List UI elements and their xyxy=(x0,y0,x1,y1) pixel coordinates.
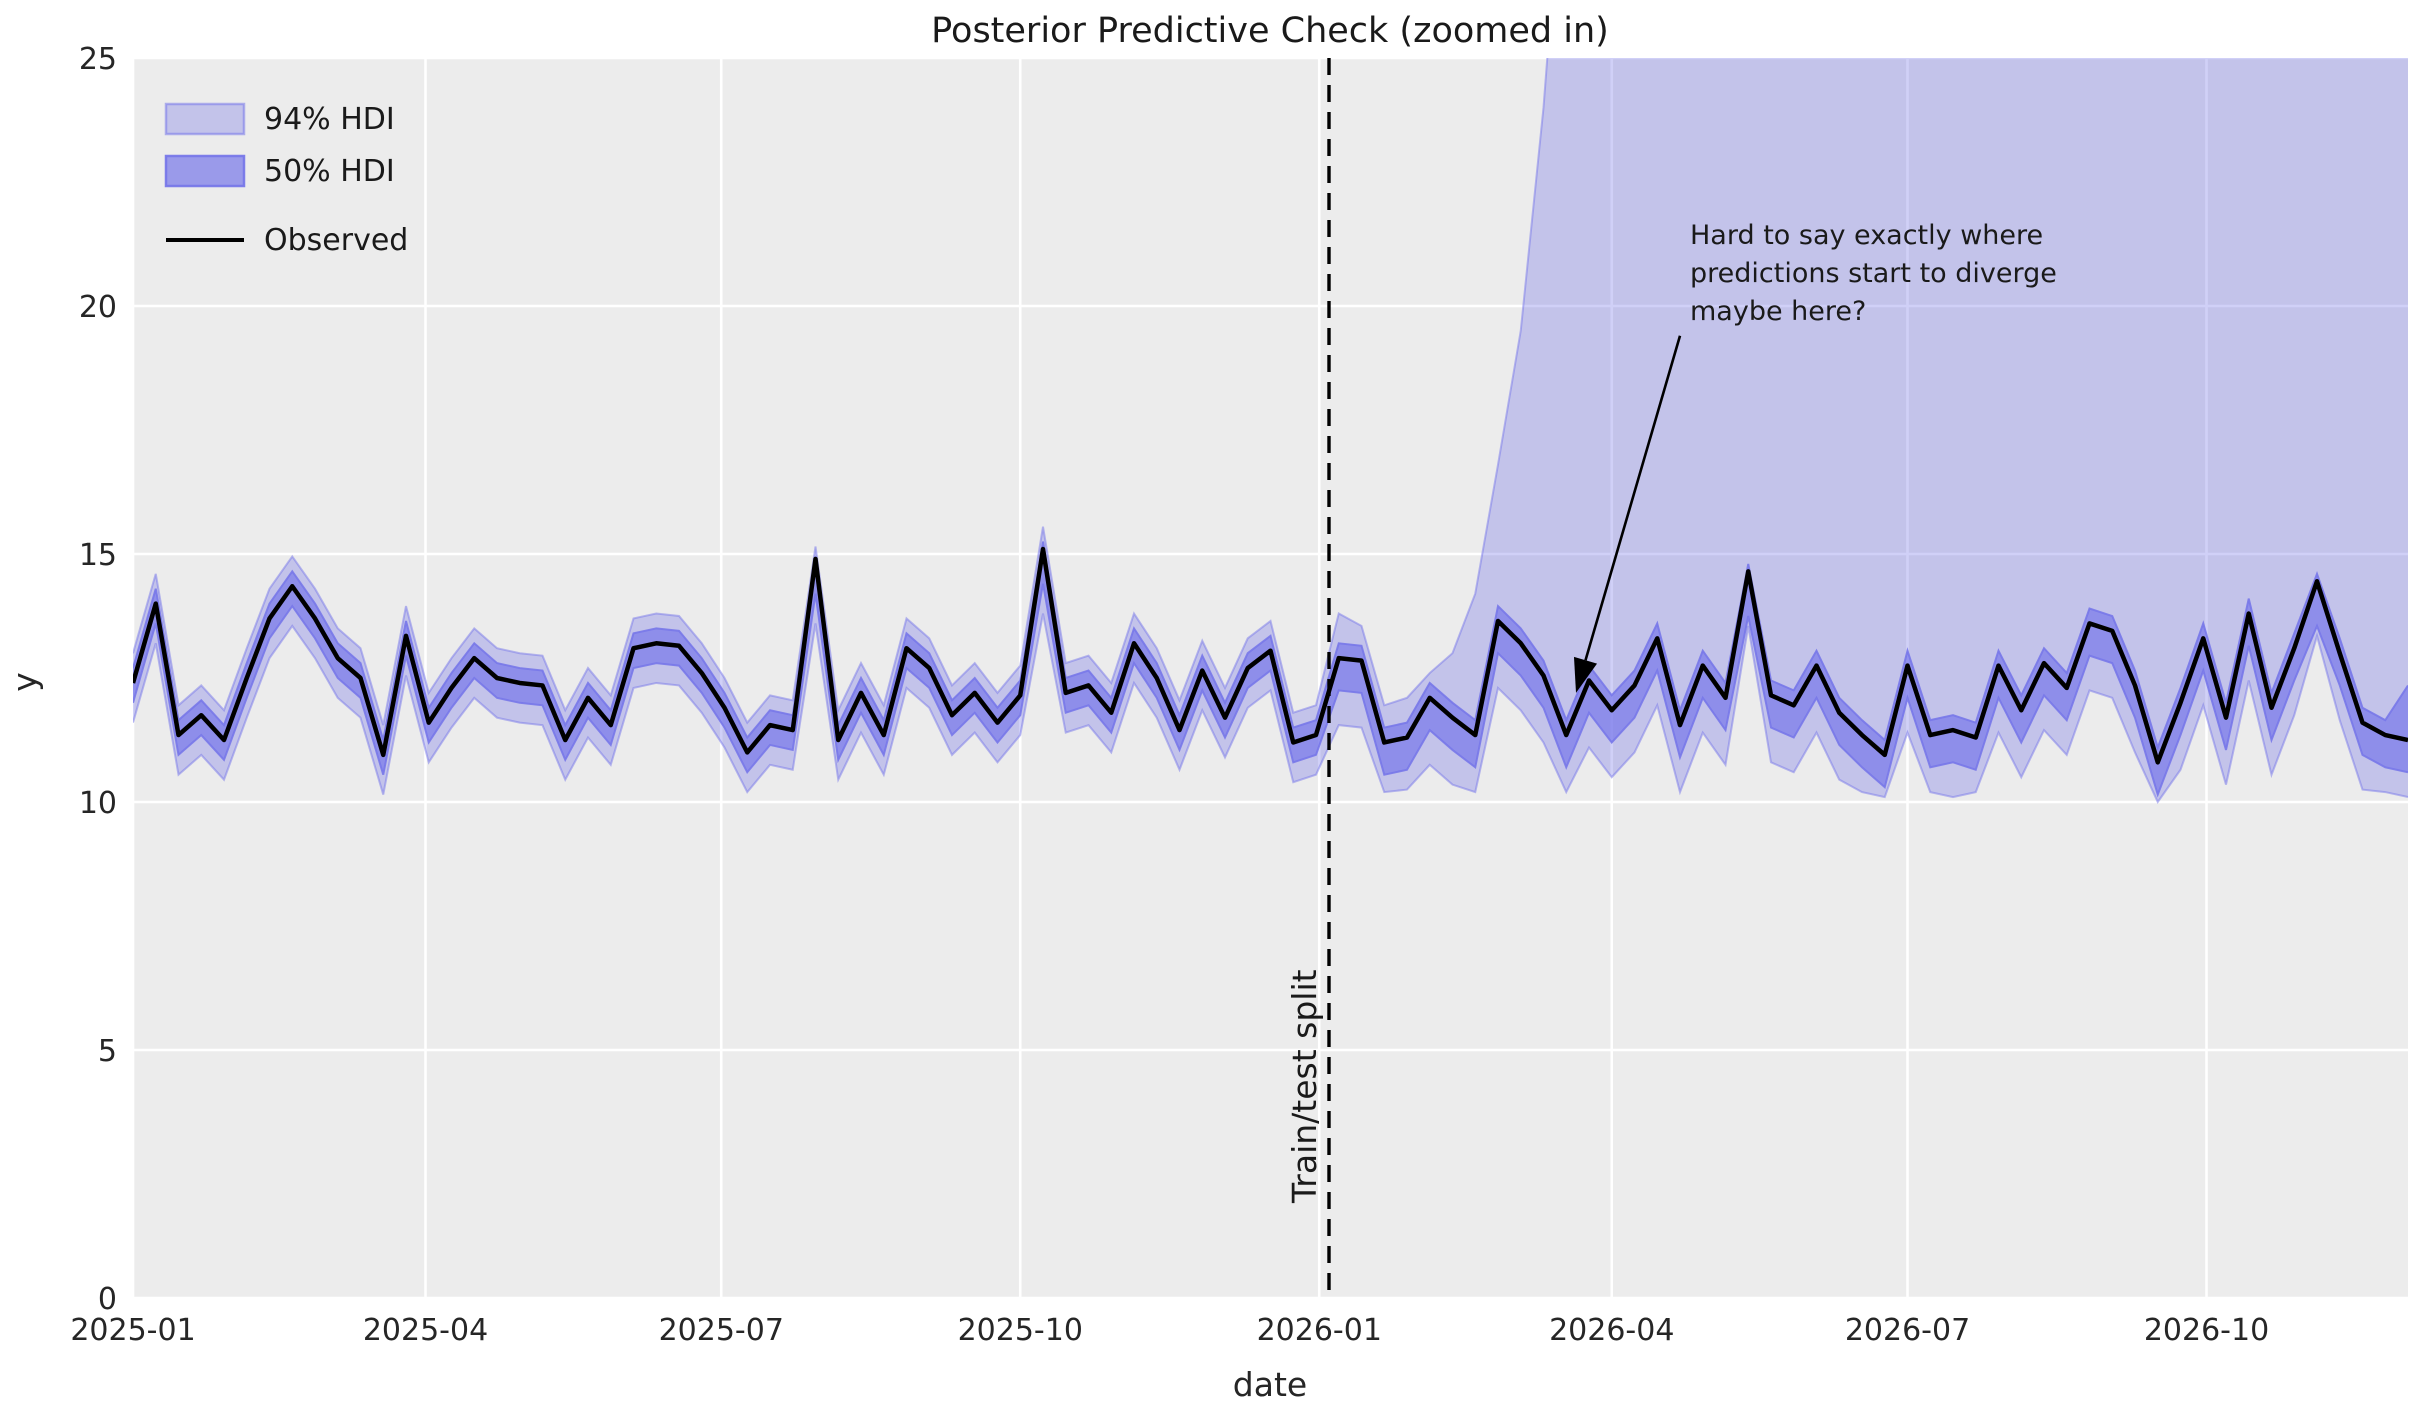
hdi-94-band xyxy=(133,58,2408,802)
legend-label-50-hdi: 50% HDI xyxy=(264,154,395,189)
arrow-shaft xyxy=(1584,335,1682,661)
x-tick-label: 2026-01 xyxy=(1257,1313,1382,1348)
gridlines xyxy=(131,56,2408,1300)
annotation-line-2: predictions start to diverge xyxy=(1690,258,2057,289)
y-tick-label: 20 xyxy=(79,290,117,325)
y-axis-label: y xyxy=(5,672,44,692)
hdi-94-band-edge xyxy=(133,58,1549,726)
x-tick-label: 2026-10 xyxy=(2144,1313,2269,1348)
legend: 94% HDI 50% HDI Observed xyxy=(164,102,408,258)
hdi-94-band-edge xyxy=(133,613,2408,804)
legend-label-94-hdi: 94% HDI xyxy=(264,102,395,137)
legend-swatch-50-hdi xyxy=(164,154,246,188)
observed-line xyxy=(133,546,2408,765)
hdi-50-band-edge xyxy=(133,541,2408,751)
x-tick-label: 2025-01 xyxy=(70,1313,195,1348)
annotation-arrow xyxy=(1573,335,1682,693)
y-tick-label: 0 xyxy=(98,1282,117,1317)
tick-labels: 2025-01 2025-04 2025-07 2025-10 2026-01 2026-… xyxy=(70,42,2269,1348)
x-axis-label: date xyxy=(1233,1365,1307,1404)
hdi-50-band-edge xyxy=(133,583,2408,798)
x-tick-label: 2025-04 xyxy=(363,1313,488,1348)
x-tick-label: 2025-10 xyxy=(958,1313,1083,1348)
y-tick-label: 25 xyxy=(79,42,117,77)
chart-title: Posterior Predictive Check (zoomed in) xyxy=(931,11,1609,51)
y-tick-label: 15 xyxy=(79,538,117,573)
y-tick-label: 5 xyxy=(98,1034,117,1069)
x-tick-label: 2026-04 xyxy=(1549,1313,1674,1348)
legend-label-observed: Observed xyxy=(264,223,408,258)
annotation-text: Hard to say exactly where predictions st… xyxy=(1690,220,2057,327)
annotation-line-1: Hard to say exactly where xyxy=(1690,220,2043,251)
hdi-50-band xyxy=(133,541,2408,795)
train-test-split-label: Train/test split xyxy=(1285,969,1324,1204)
series-layer xyxy=(133,58,2408,804)
arrow-head-icon xyxy=(1573,656,1598,693)
y-tick-label: 10 xyxy=(79,786,117,821)
x-tick-label: 2025-07 xyxy=(659,1313,784,1348)
legend-swatch-94-hdi xyxy=(164,102,246,136)
x-tick-label: 2026-07 xyxy=(1845,1313,1970,1348)
annotation-line-3: maybe here? xyxy=(1690,296,1866,327)
